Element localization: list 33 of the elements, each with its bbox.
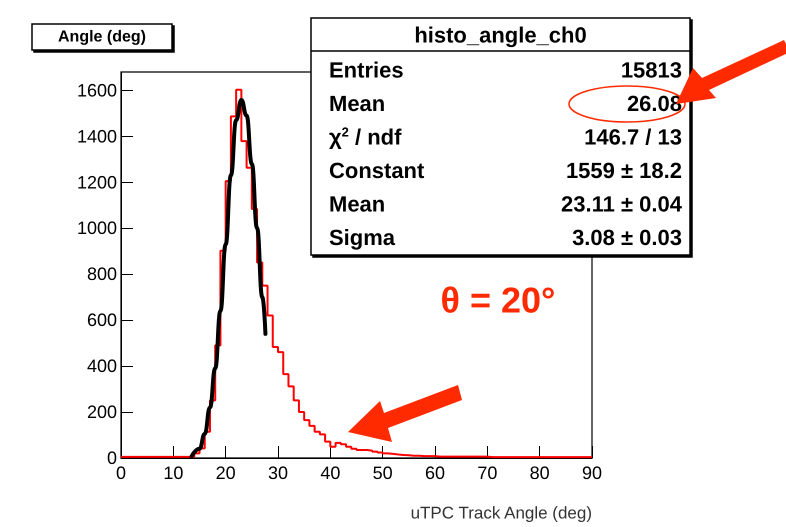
annotation: 3.08 ± 0.03 [572,225,682,250]
annotation: θ = 20° [440,280,556,320]
y-tick-label: 800 [86,264,117,284]
text: histo_angle_ch0 [414,22,587,48]
y-tick-label: 200 [86,402,117,422]
annotation: Entries [329,58,404,82]
annotation: Constant [329,158,425,183]
y-tick-label: 1200 [76,172,117,192]
x-tick-label: 30 [268,463,288,483]
chart-title: Angle (deg) [58,28,146,46]
x-tick-label: 20 [216,463,236,483]
text: 26.08 [626,91,682,116]
y-tick-label: 1400 [76,126,117,146]
y-tick-label: 400 [86,356,117,376]
x-tick-label: 10 [163,463,184,483]
annotation: Mean [329,192,386,216]
annotation: Sigma [329,225,396,250]
x-tick-label: 40 [320,463,340,483]
x-tick-label: 80 [530,463,550,483]
annotation: 1559 ± 18.2 [566,158,682,183]
x-axis-title: uTPC Track Angle (deg) [410,504,592,522]
annotation: 23.11 ± 0.04 [561,192,683,216]
y-tick-label: 1000 [76,218,117,238]
y-tick-label: 1600 [76,80,117,100]
text: 15813 [620,58,682,82]
y-tick-label: 600 [86,310,117,330]
x-tick-label: 60 [424,463,446,483]
x-tick-label: 90 [582,463,602,483]
x-tick-label: 70 [477,463,498,483]
x-tick-label: 50 [372,463,393,483]
y-tick-label: 0 [106,448,117,468]
annotation: 146.7 / 13 [584,124,682,150]
annotation: Mean [329,91,386,116]
